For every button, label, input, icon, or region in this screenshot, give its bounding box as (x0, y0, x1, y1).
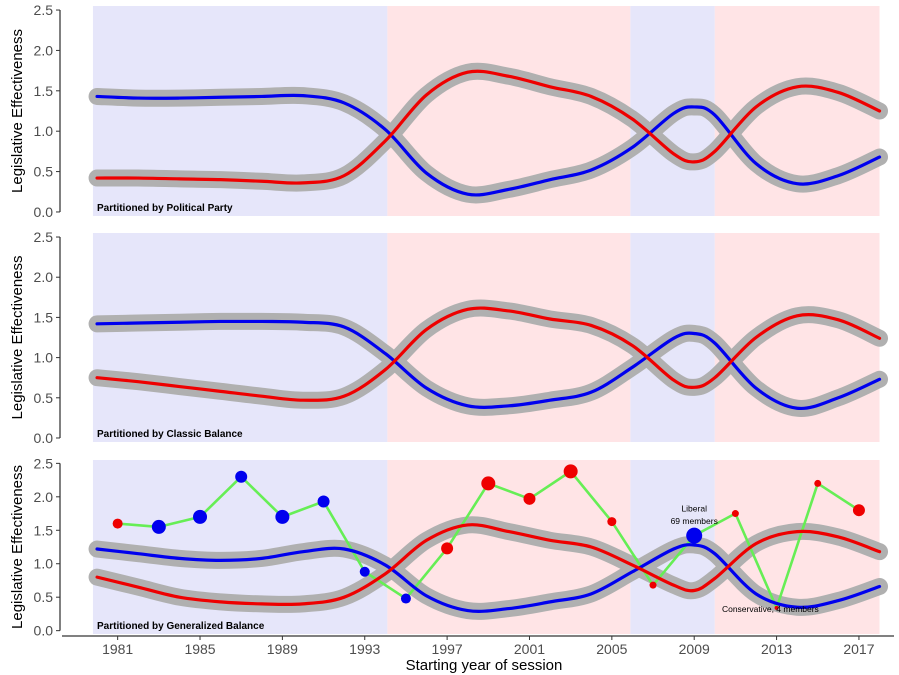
panel-label: Partitioned by Political Party (97, 203, 233, 214)
session-point-2003 (563, 464, 578, 479)
y-tick-label: 2.0 (34, 489, 54, 505)
series-line-blue (95, 543, 882, 613)
x-tick-label: 2009 (679, 641, 710, 657)
y-tick-label: 1.0 (34, 123, 54, 139)
x-tick-label: 1981 (102, 641, 133, 657)
session-point-2005 (607, 517, 617, 527)
y-tick-label: 0.0 (34, 204, 54, 220)
x-tick-label: 2001 (514, 641, 545, 657)
y-tick-label: 0.0 (34, 623, 54, 639)
session-point-1985 (193, 509, 208, 524)
series-line-blue (95, 93, 882, 197)
series-line-red (95, 306, 882, 402)
session-point-1983 (151, 519, 166, 534)
session-point-2001 (523, 492, 536, 505)
session-point-1981 (112, 518, 123, 529)
x-tick-label: 2017 (843, 641, 874, 657)
y-tick-label: 1.5 (34, 309, 54, 325)
series-line-red (95, 523, 882, 607)
session-point-2011 (731, 510, 739, 518)
y-tick-label: 2.5 (34, 229, 54, 245)
session-point-2009 (686, 527, 703, 544)
y-tick-label: 2.5 (34, 455, 54, 471)
panels-layer: Partitioned by Political Party 0.0 0.5 1.0 1… (9, 2, 889, 639)
series-line-red (95, 69, 882, 185)
panel-1: Partitioned by Political Party 0.0 0.5 1.0 1… (9, 2, 889, 220)
x-tick-label: 1985 (184, 641, 215, 657)
session-point-1995 (400, 593, 411, 604)
session-point-2015 (814, 479, 822, 487)
session-point-1991 (317, 495, 330, 508)
y-axis-title: Legislative Effectiveness (9, 29, 26, 193)
x-tick-label: 1989 (267, 641, 298, 657)
y-tick-label: 2.0 (34, 269, 54, 285)
session-point-1999 (481, 476, 496, 491)
panel-3: Liberal 69 members Conservative, 4 members… (9, 455, 889, 639)
x-axis: 1981 1985 1989 1993 1997 2001 2005 2009 2013 2017 (62, 635, 894, 657)
session-point-2013 (774, 605, 779, 610)
panel-label: Partitioned by Generalized Balance (97, 621, 265, 632)
period-blue-1 (92, 233, 388, 442)
x-tick-label: 2013 (761, 641, 792, 657)
y-tick-label: 1.5 (34, 83, 54, 99)
y-tick-label: 1.0 (34, 350, 54, 366)
x-axis-title: Starting year of session (406, 657, 563, 674)
y-tick-label: 2.0 (34, 42, 54, 58)
annotation-2: 69 members (671, 516, 718, 526)
x-tick-label: 2005 (596, 641, 627, 657)
annotation-1: Liberal (681, 504, 707, 514)
annotation-3: Conservative, 4 members (722, 604, 819, 614)
y-tick-label: 1.0 (34, 556, 54, 572)
y-axis-title: Legislative Effectiveness (9, 465, 26, 629)
session-point-1997 (441, 542, 454, 555)
y-tick-label: 0.5 (34, 390, 54, 406)
session-point-2007 (649, 581, 657, 589)
y-tick-label: 2.5 (34, 2, 54, 18)
x-tick-label: 1993 (349, 641, 380, 657)
panel-2: Partitioned by Classic Balance 0.0 0.5 1.0 1… (9, 229, 889, 446)
session-point-1989 (275, 509, 290, 524)
y-tick-label: 0.5 (34, 589, 54, 605)
panel-label: Partitioned by Classic Balance (97, 429, 243, 440)
session-point-1987 (235, 470, 248, 483)
session-point-2017 (852, 504, 865, 517)
y-tick-label: 0.5 (34, 164, 54, 180)
y-axis-title: Legislative Effectiveness (9, 256, 26, 420)
y-tick-label: 1.5 (34, 522, 54, 538)
session-point-1993 (359, 566, 370, 577)
y-tick-label: 0.0 (34, 430, 54, 446)
series-line-blue (95, 319, 882, 411)
x-tick-label: 1997 (432, 641, 463, 657)
